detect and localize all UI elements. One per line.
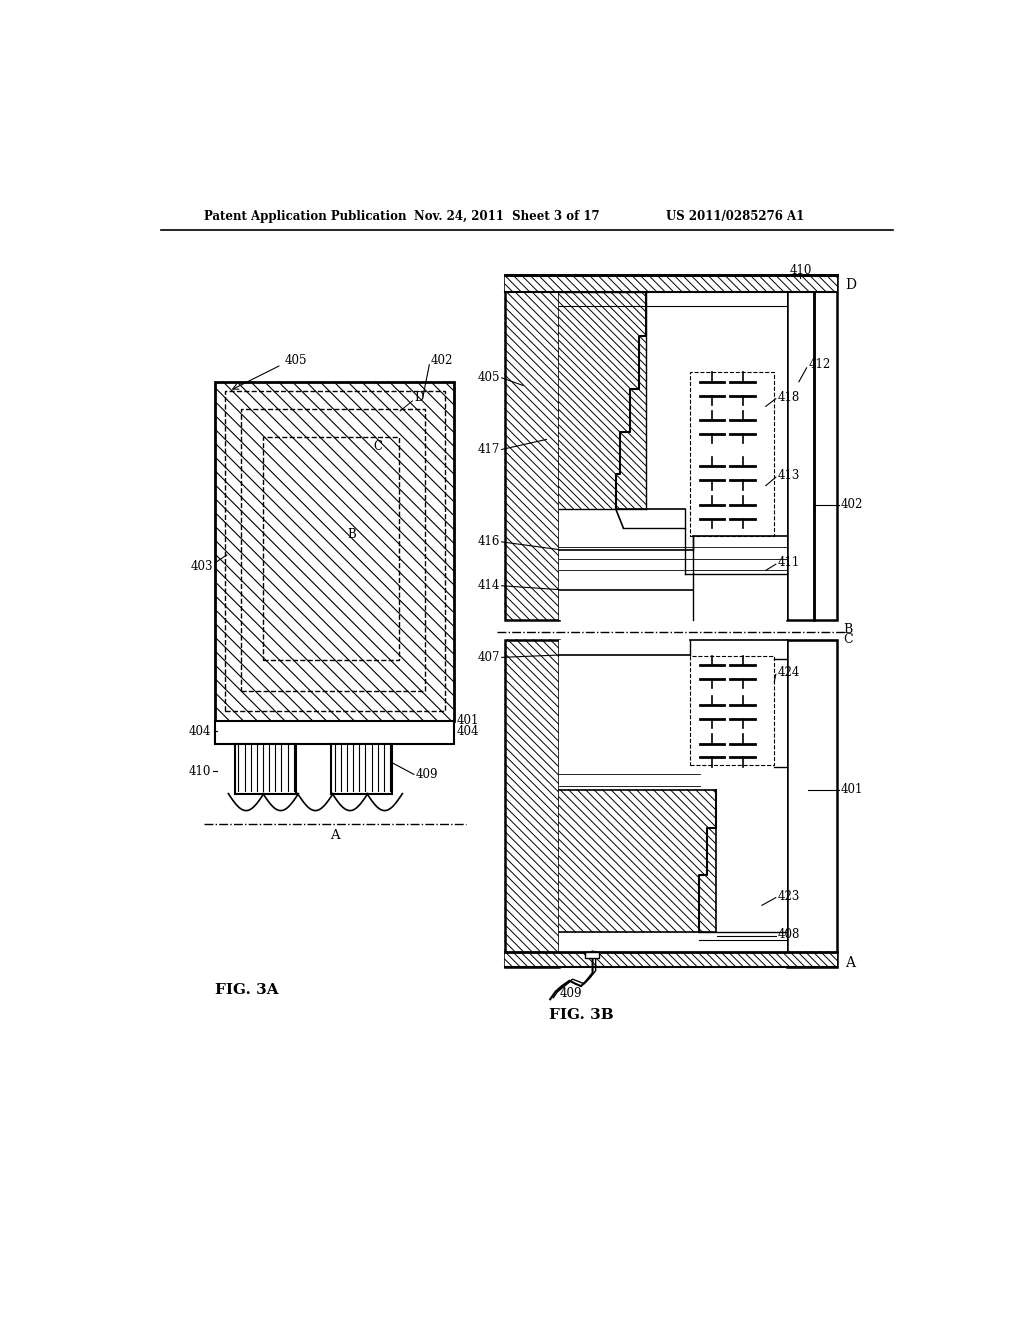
Bar bbox=[215, 721, 454, 743]
Bar bbox=[505, 276, 838, 293]
Bar bbox=[786, 640, 838, 966]
Text: 417: 417 bbox=[478, 444, 500, 455]
Bar bbox=[585, 952, 599, 958]
Bar bbox=[215, 721, 454, 743]
Text: 402: 402 bbox=[431, 354, 454, 367]
Text: B: B bbox=[844, 623, 853, 636]
Text: D: D bbox=[845, 279, 856, 293]
Text: FIG. 3B: FIG. 3B bbox=[549, 1008, 613, 1022]
Text: 410: 410 bbox=[790, 264, 812, 277]
Bar bbox=[689, 656, 774, 766]
Bar bbox=[559, 293, 786, 620]
Text: 413: 413 bbox=[777, 469, 800, 482]
Bar bbox=[559, 293, 646, 508]
Text: 404: 404 bbox=[457, 725, 479, 738]
Text: 414: 414 bbox=[478, 579, 500, 593]
Text: 405: 405 bbox=[477, 371, 500, 384]
Text: A: A bbox=[330, 829, 339, 842]
Text: FIG. 3A: FIG. 3A bbox=[215, 983, 279, 997]
Text: 401: 401 bbox=[841, 783, 863, 796]
Text: Patent Application Publication: Patent Application Publication bbox=[204, 210, 407, 223]
Bar bbox=[234, 743, 296, 793]
Text: C: C bbox=[844, 634, 853, 647]
Bar bbox=[224, 391, 444, 711]
Bar bbox=[242, 409, 425, 692]
Text: A: A bbox=[845, 956, 855, 970]
Text: 418: 418 bbox=[777, 391, 800, 404]
Bar bbox=[786, 640, 838, 966]
Text: 405: 405 bbox=[285, 354, 307, 367]
Bar bbox=[559, 789, 716, 932]
Bar bbox=[234, 743, 296, 793]
Bar bbox=[505, 952, 838, 966]
Bar bbox=[331, 743, 392, 793]
Text: 402: 402 bbox=[841, 499, 863, 511]
Text: 423: 423 bbox=[777, 890, 800, 903]
Text: D: D bbox=[414, 391, 423, 404]
Bar bbox=[786, 276, 814, 620]
Text: C: C bbox=[373, 440, 382, 453]
Bar bbox=[331, 743, 392, 793]
Bar bbox=[505, 640, 559, 966]
Text: 401: 401 bbox=[457, 714, 478, 727]
Bar bbox=[505, 276, 559, 620]
Text: B: B bbox=[348, 528, 356, 541]
Text: US 2011/0285276 A1: US 2011/0285276 A1 bbox=[666, 210, 804, 223]
Bar bbox=[505, 640, 559, 966]
Bar bbox=[689, 372, 774, 536]
Text: 411: 411 bbox=[777, 556, 800, 569]
Bar bbox=[505, 276, 559, 620]
Bar bbox=[263, 437, 398, 660]
Text: 403: 403 bbox=[190, 560, 213, 573]
Text: 412: 412 bbox=[808, 358, 830, 371]
Bar bbox=[814, 276, 838, 620]
Bar bbox=[786, 276, 814, 620]
Text: 424: 424 bbox=[777, 667, 800, 680]
Text: 410: 410 bbox=[188, 764, 211, 777]
Text: Nov. 24, 2011  Sheet 3 of 17: Nov. 24, 2011 Sheet 3 of 17 bbox=[414, 210, 599, 223]
Bar bbox=[215, 381, 454, 721]
Text: 404: 404 bbox=[188, 725, 211, 738]
Text: 409: 409 bbox=[559, 987, 582, 1001]
Text: 407: 407 bbox=[477, 651, 500, 664]
Bar bbox=[814, 276, 838, 620]
Text: 409: 409 bbox=[416, 768, 438, 781]
Text: 408: 408 bbox=[777, 928, 800, 941]
Bar bbox=[559, 640, 786, 952]
Bar bbox=[215, 381, 454, 721]
Text: 416: 416 bbox=[478, 536, 500, 548]
